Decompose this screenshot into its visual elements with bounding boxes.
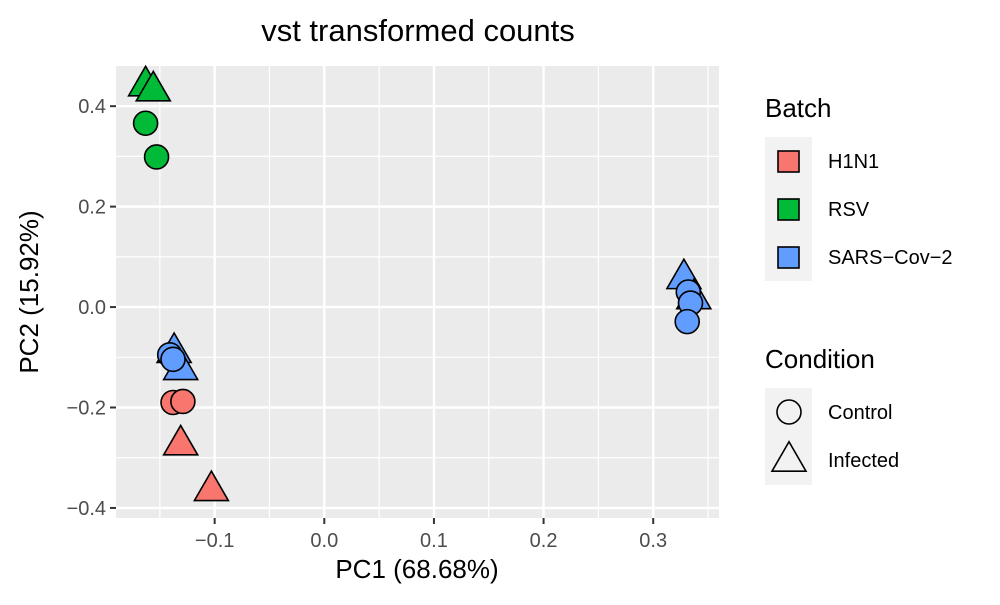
legend-condition-key-0 (776, 399, 802, 425)
legend-batch-label-2: SARS−Cov−2 (828, 247, 953, 269)
x-tick-label-4: 0.3 (639, 530, 667, 552)
point-h1n1-infected-10 (162, 423, 200, 456)
major-gridlines (116, 66, 719, 518)
legend-batch-swatch-2 (777, 246, 800, 269)
y-tick-label-3: 0.2 (78, 197, 106, 219)
legend-batch-label-1: RSV (828, 199, 870, 221)
y-tick-label-1: −0.2 (67, 398, 106, 420)
data-points (127, 64, 713, 502)
x-axis-label: PC1 (68.68%) (335, 554, 498, 584)
legend-batch-swatch-1 (777, 198, 800, 221)
minor-gridlines (116, 66, 719, 518)
point-rsv-infected-1 (134, 69, 172, 102)
legend-condition-key-1 (770, 440, 808, 472)
point-sars-cov-2-control-7 (160, 346, 186, 373)
legend-batch-title: Batch (765, 93, 832, 123)
x-tick-label-1: 0.0 (310, 530, 338, 552)
legend-batch-swatch-0 (777, 150, 800, 173)
x-tick-label-0: −0.1 (195, 530, 234, 552)
point-rsv-control-2 (132, 110, 159, 137)
x-tick-label-3: 0.2 (530, 530, 558, 552)
plot-panel (116, 66, 719, 518)
point-sars-cov-2-control-16 (674, 308, 701, 335)
chart-title: vst transformed counts (261, 13, 575, 48)
y-axis: −0.4 −0.2 0.0 0.2 0.4 (67, 96, 116, 520)
legend-condition-label-0: Control (828, 402, 892, 424)
y-axis-label: PC2 (15.92%) (14, 210, 44, 373)
legend: Batch Condition H1N1 RSV SARS−Cov−2 Control… (765, 93, 953, 485)
legend-condition-label-1: Infected (828, 450, 899, 472)
point-h1n1-infected-11 (192, 469, 230, 502)
legend-batch-label-0: H1N1 (828, 151, 879, 173)
point-h1n1-control-9 (170, 388, 196, 415)
x-axis: −0.1 0.0 0.1 0.2 0.3 (195, 518, 667, 552)
y-tick-label-2: 0.0 (78, 297, 106, 319)
point-rsv-control-3 (143, 144, 170, 170)
y-tick-label-4: 0.4 (78, 96, 106, 118)
legend-condition-title: Condition (765, 344, 875, 374)
y-tick-label-0: −0.4 (67, 498, 106, 520)
x-tick-label-2: 0.1 (420, 530, 448, 552)
